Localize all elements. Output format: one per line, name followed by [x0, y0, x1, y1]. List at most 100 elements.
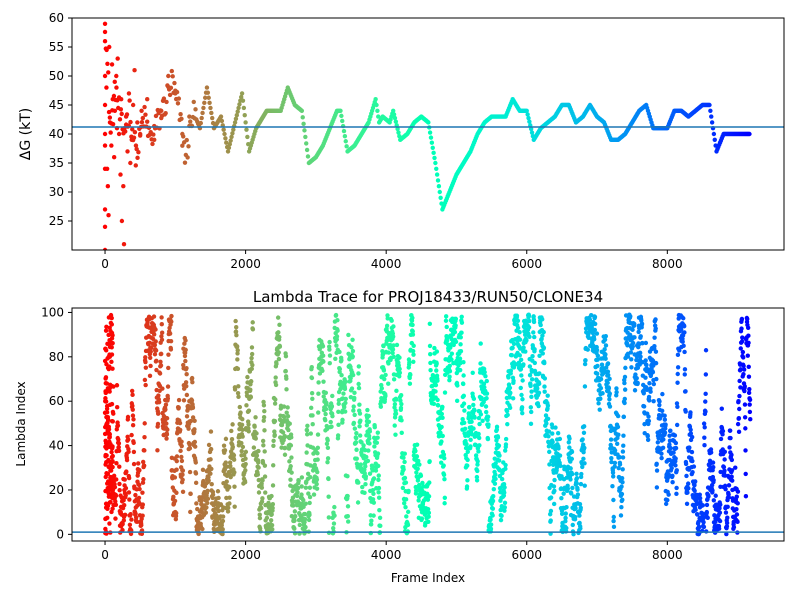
lambda-point [614, 386, 619, 391]
lambda-point [325, 456, 331, 461]
lambda-point [356, 381, 361, 387]
delta-g-point [206, 95, 211, 100]
lambda-point [442, 390, 448, 395]
lambda-point [745, 353, 750, 358]
lambda-point [240, 416, 245, 422]
lambda-point [511, 341, 517, 347]
lambda-point [667, 433, 672, 438]
lambda-point [243, 449, 249, 455]
lambda-point [608, 437, 614, 442]
lambda-point [239, 422, 245, 428]
lambda-point [682, 349, 687, 355]
lambda-point [600, 391, 605, 396]
lambda-point [399, 401, 404, 407]
lambda-point [559, 496, 564, 501]
lambda-point [637, 350, 643, 356]
lambda-point [564, 525, 569, 531]
lambda-point [342, 386, 348, 392]
lambda-point [295, 490, 300, 495]
top-y-axis-label: ΔG (kT) [18, 108, 34, 160]
lambda-point [735, 421, 741, 427]
lambda-point [681, 343, 686, 349]
lambda-point [594, 331, 600, 336]
delta-g-point [302, 128, 307, 133]
lambda-point [435, 397, 440, 403]
lambda-point [458, 367, 463, 373]
lambda-point [616, 432, 621, 437]
delta-g-point [393, 119, 399, 124]
lambda-point [182, 353, 188, 359]
lambda-point [184, 392, 190, 398]
lambda-point [262, 474, 268, 479]
lambda-point [427, 343, 433, 349]
lambda-point [307, 512, 312, 518]
lambda-point [622, 374, 628, 380]
lambda-point [488, 522, 494, 527]
lambda-point [502, 500, 508, 505]
lambda-point [336, 401, 341, 406]
lambda-point [526, 325, 532, 330]
lambda-point [235, 357, 240, 362]
lambda-point [268, 518, 274, 523]
lambda-point [402, 501, 407, 506]
delta-g-point [168, 85, 174, 91]
lambda-point [130, 392, 135, 398]
lambda-point [327, 339, 332, 345]
lambda-point [392, 415, 398, 420]
lambda-point [654, 376, 659, 382]
lambda-point [306, 517, 312, 523]
delta-g-point [167, 92, 173, 98]
lambda-point [592, 327, 597, 333]
lambda-point [427, 480, 432, 485]
lambda-point [540, 317, 545, 322]
delta-g-point [712, 137, 717, 142]
lambda-point [381, 368, 387, 373]
delta-g-point [374, 102, 379, 108]
lambda-point [654, 461, 659, 466]
lambda-point [237, 404, 243, 410]
lambda-point [675, 380, 680, 385]
lambda-point [130, 407, 135, 412]
lambda-point [133, 492, 138, 498]
delta-g-point [182, 160, 188, 165]
lambda-point [129, 388, 135, 394]
lambda-point [339, 373, 344, 378]
lambda-point [718, 484, 723, 490]
lambda-point [476, 431, 481, 437]
bottom-x-tick-label: 8000 [652, 548, 683, 562]
delta-g-point [143, 112, 148, 117]
lambda-point [152, 342, 157, 348]
lambda-point [167, 331, 173, 336]
lambda-point [103, 346, 108, 351]
lambda-point [239, 440, 244, 446]
lambda-point [183, 380, 189, 385]
delta-g-point [525, 112, 530, 117]
lambda-point [621, 414, 627, 419]
lambda-point [507, 395, 512, 400]
lambda-point [457, 356, 463, 361]
delta-g-point [181, 134, 186, 139]
lambda-point [520, 410, 525, 416]
lambda-point [104, 414, 109, 420]
bottom-y-tick-label: 20 [49, 483, 64, 497]
lambda-point [459, 320, 465, 325]
delta-g-point [304, 141, 309, 146]
lambda-point [208, 429, 214, 434]
lambda-point [611, 497, 616, 503]
lambda-point [158, 363, 164, 368]
lambda-point [141, 477, 146, 482]
lambda-point [720, 432, 725, 437]
lambda-point [358, 418, 363, 423]
lambda-point [711, 477, 716, 483]
lambda-point [704, 509, 709, 515]
lambda-point [579, 471, 584, 477]
lambda-point [164, 421, 169, 426]
bottom-y-tick-label: 100 [41, 305, 64, 319]
lambda-point [240, 427, 245, 433]
lambda-point [345, 514, 351, 519]
delta-g-point [102, 143, 108, 148]
lambda-point [143, 355, 148, 360]
lambda-point [271, 443, 276, 448]
lambda-point [205, 500, 210, 506]
lambda-point [366, 448, 371, 453]
